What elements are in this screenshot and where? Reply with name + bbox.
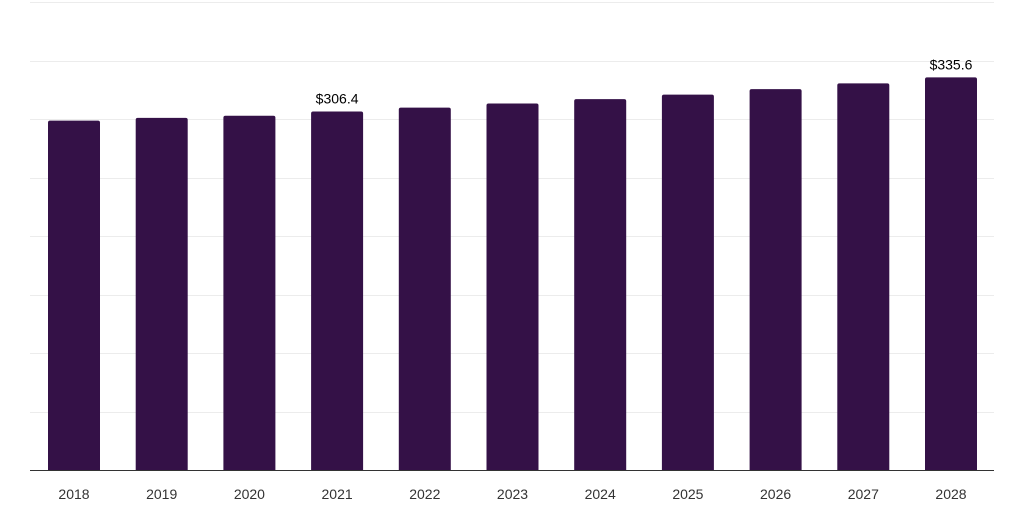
bar-2024[interactable] [574,99,627,471]
x-tick-label: 2019 [146,486,177,502]
bar-2028[interactable] [925,77,977,471]
bar-2026[interactable] [749,89,802,470]
x-tick-label: 2022 [409,486,440,502]
bar-2025[interactable] [661,94,714,470]
bar-2021[interactable] [311,111,364,471]
x-tick-label: 2025 [672,486,703,502]
bar-2027[interactable] [837,83,890,470]
bars [48,77,977,471]
data-label-2021: $306.4 [316,91,359,107]
x-tick-label: 2020 [234,486,265,502]
bar-2020[interactable] [223,115,276,470]
x-tick-label: 2024 [585,486,616,502]
x-tick-label: 2023 [497,486,528,502]
bar-2022[interactable] [398,107,451,470]
x-tick-label: 2027 [848,486,879,502]
data-label-2028: $335.6 [930,56,973,72]
x-tick-label: 2028 [935,486,966,502]
data-labels: $306.4 $335.6 [316,56,973,106]
x-tick-label: 2018 [58,486,89,502]
x-tick-label: 2021 [322,486,353,502]
bar-2023[interactable] [486,103,539,470]
x-axis-tick-labels: 2018 2019 2020 2021 2022 2023 2024 2025 2026 2027… [58,486,966,502]
bar-2018[interactable] [48,120,100,470]
x-tick-label: 2026 [760,486,791,502]
bar-2019[interactable] [135,117,188,470]
